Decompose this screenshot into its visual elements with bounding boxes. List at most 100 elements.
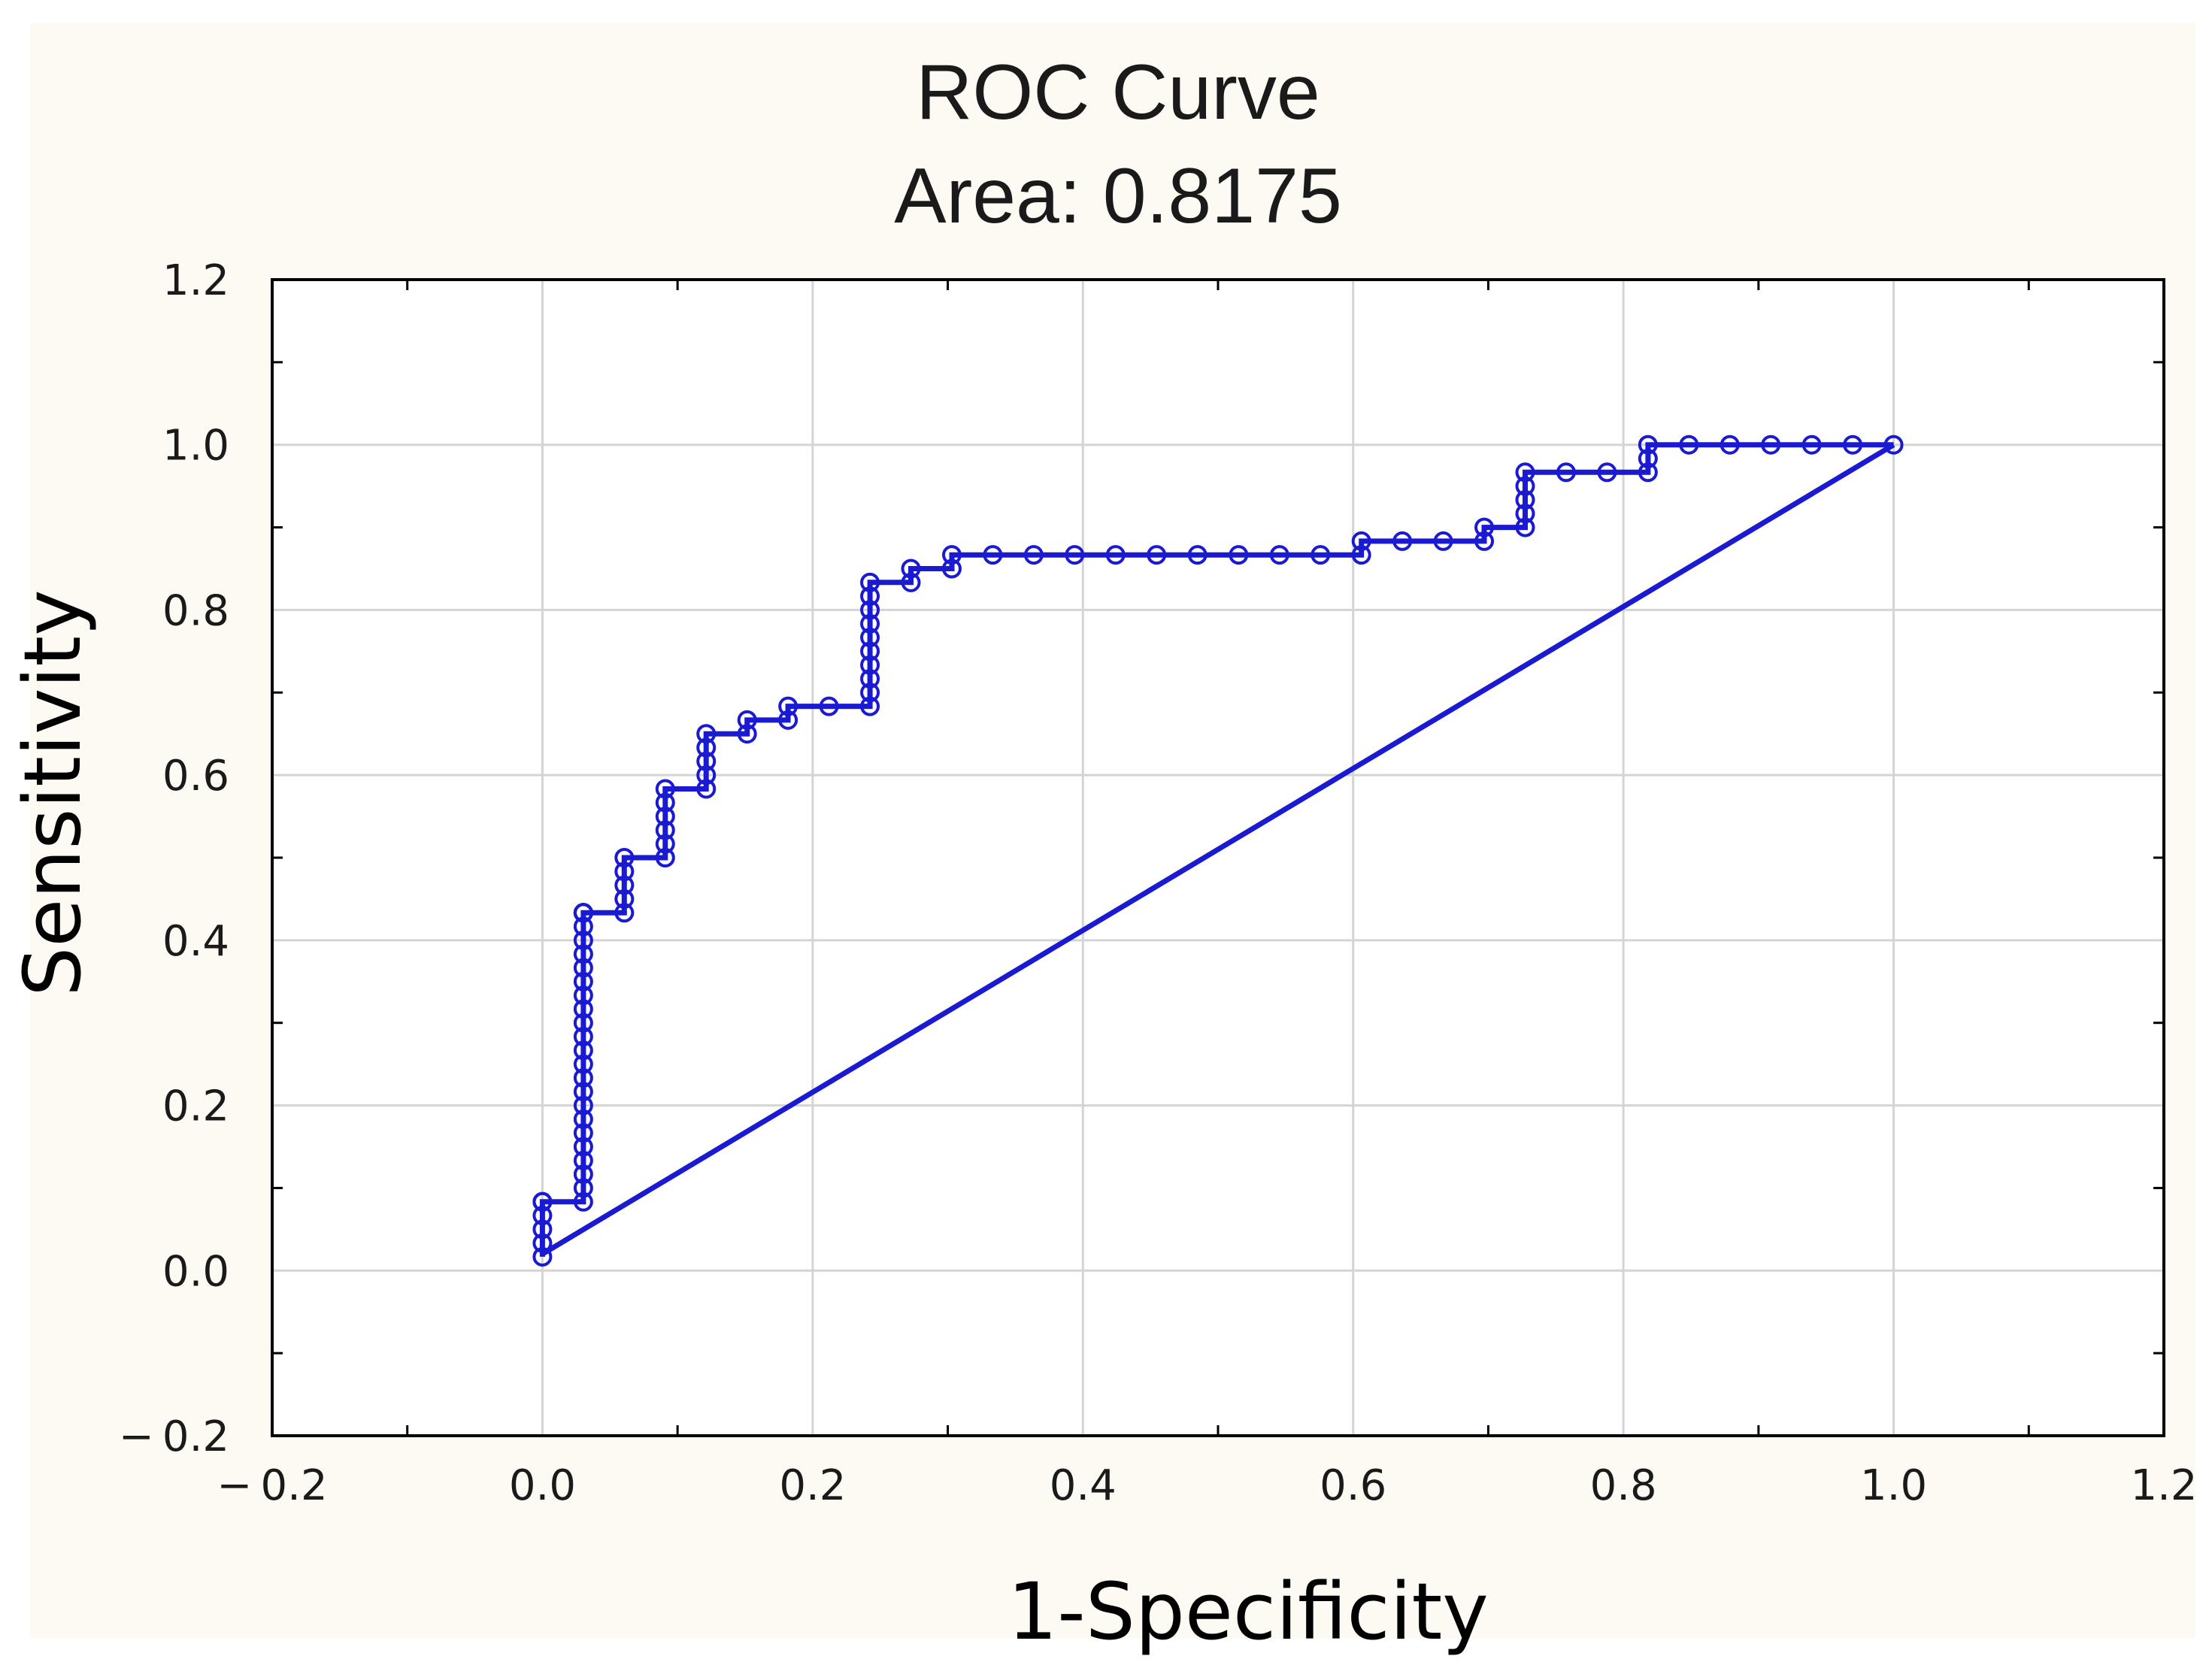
roc-point bbox=[614, 848, 635, 867]
roc-point bbox=[778, 710, 798, 730]
roc-point bbox=[819, 696, 839, 716]
roc-point bbox=[573, 1082, 593, 1102]
roc-point bbox=[1229, 545, 1249, 565]
roc-point bbox=[1638, 434, 1658, 455]
roc-point bbox=[778, 696, 798, 716]
roc-point bbox=[1515, 489, 1535, 510]
x-tick-label: − 0.2 bbox=[217, 1461, 327, 1510]
roc-point bbox=[1474, 517, 1495, 537]
roc-point bbox=[737, 724, 757, 744]
roc-point bbox=[1597, 462, 1617, 483]
roc-point bbox=[696, 751, 717, 771]
roc-point bbox=[1720, 434, 1740, 455]
roc-point bbox=[1843, 434, 1863, 455]
grid-lines bbox=[272, 280, 2164, 1436]
roc-point bbox=[696, 779, 717, 799]
roc-point bbox=[737, 710, 757, 730]
series-layer bbox=[532, 434, 1904, 1267]
roc-point bbox=[1679, 434, 1699, 455]
x-tick-label: 1.2 bbox=[2130, 1461, 2197, 1510]
roc-point bbox=[573, 1123, 593, 1143]
roc-point bbox=[1515, 517, 1535, 537]
roc-point bbox=[860, 696, 880, 716]
roc-point bbox=[532, 1191, 553, 1212]
chart-title: ROC Curve bbox=[916, 49, 1320, 136]
roc-point bbox=[614, 903, 635, 923]
roc-point bbox=[1023, 545, 1044, 565]
roc-point bbox=[573, 971, 593, 991]
roc-point bbox=[573, 1191, 593, 1212]
roc-point bbox=[573, 1095, 593, 1116]
roc-point bbox=[1105, 545, 1126, 565]
chart-subtitle: Area: 0.8175 bbox=[894, 153, 1342, 240]
y-axis-title: Sensitivity bbox=[7, 589, 98, 996]
roc-point bbox=[901, 559, 921, 579]
roc-point bbox=[573, 916, 593, 937]
x-tick-label: 1.0 bbox=[1860, 1461, 1927, 1510]
tick-marks bbox=[272, 280, 2164, 1436]
roc-point bbox=[1515, 504, 1535, 524]
roc-point bbox=[614, 889, 635, 909]
roc-point bbox=[1351, 545, 1371, 565]
roc-point bbox=[573, 1137, 593, 1157]
y-tick-label: − 0.2 bbox=[119, 1412, 229, 1461]
roc-point bbox=[1638, 462, 1658, 483]
roc-point bbox=[1433, 531, 1453, 551]
roc-point bbox=[1147, 545, 1167, 565]
roc-point bbox=[1556, 462, 1576, 483]
roc-point bbox=[573, 1109, 593, 1129]
roc-point bbox=[573, 944, 593, 964]
roc-point bbox=[860, 655, 880, 675]
roc-point bbox=[860, 668, 880, 689]
x-tick-label: 0.6 bbox=[1320, 1461, 1386, 1510]
roc-point bbox=[655, 820, 675, 840]
roc-point bbox=[1311, 545, 1331, 565]
roc-point bbox=[573, 1150, 593, 1170]
x-tick-labels: − 0.2 0.0 0.2 0.4 0.6 0.8 1.0 1.2 bbox=[217, 1461, 2197, 1510]
roc-point bbox=[1638, 449, 1658, 469]
roc-point bbox=[573, 1178, 593, 1198]
roc-point bbox=[573, 1054, 593, 1074]
roc-point bbox=[1065, 545, 1085, 565]
y-tick-label: 0.6 bbox=[162, 752, 229, 801]
y-tick-label: 0.4 bbox=[162, 917, 229, 966]
roc-point bbox=[983, 545, 1003, 565]
reference-line bbox=[541, 442, 1895, 1257]
roc-point bbox=[573, 1040, 593, 1061]
roc-point bbox=[941, 545, 962, 565]
roc-point bbox=[1351, 531, 1371, 551]
y-tick-label: 0.2 bbox=[162, 1082, 229, 1131]
roc-point bbox=[573, 999, 593, 1019]
roc-point bbox=[573, 903, 593, 923]
roc-point bbox=[901, 572, 921, 592]
x-tick-label: 0.2 bbox=[779, 1461, 846, 1510]
roc-point bbox=[696, 737, 717, 758]
roc-point bbox=[860, 600, 880, 620]
roc-point bbox=[696, 765, 717, 786]
roc-point bbox=[532, 1206, 553, 1226]
y-tick-label: 1.2 bbox=[162, 256, 229, 305]
x-tick-label: 0.4 bbox=[1050, 1461, 1117, 1510]
roc-point bbox=[1515, 476, 1535, 496]
y-tick-label: 0.0 bbox=[162, 1247, 229, 1296]
y-tick-label: 0.8 bbox=[162, 586, 229, 635]
roc-point bbox=[1474, 531, 1495, 551]
roc-point bbox=[1883, 434, 1904, 455]
roc-point bbox=[573, 1027, 593, 1047]
y-tick-labels: − 0.2 0.0 0.2 0.4 0.6 0.8 1.0 1.2 bbox=[119, 256, 229, 1461]
roc-point bbox=[655, 807, 675, 827]
roc-point bbox=[614, 875, 635, 895]
roc-point bbox=[860, 641, 880, 661]
roc-point bbox=[655, 779, 675, 799]
x-tick-label: 0.0 bbox=[509, 1461, 576, 1510]
roc-point bbox=[1801, 434, 1822, 455]
roc-point bbox=[860, 628, 880, 648]
roc-point bbox=[573, 958, 593, 978]
roc-point bbox=[860, 572, 880, 592]
roc-point bbox=[573, 930, 593, 950]
roc-point bbox=[860, 683, 880, 703]
roc-point bbox=[614, 861, 635, 882]
roc-point bbox=[860, 586, 880, 607]
roc-point bbox=[655, 792, 675, 813]
